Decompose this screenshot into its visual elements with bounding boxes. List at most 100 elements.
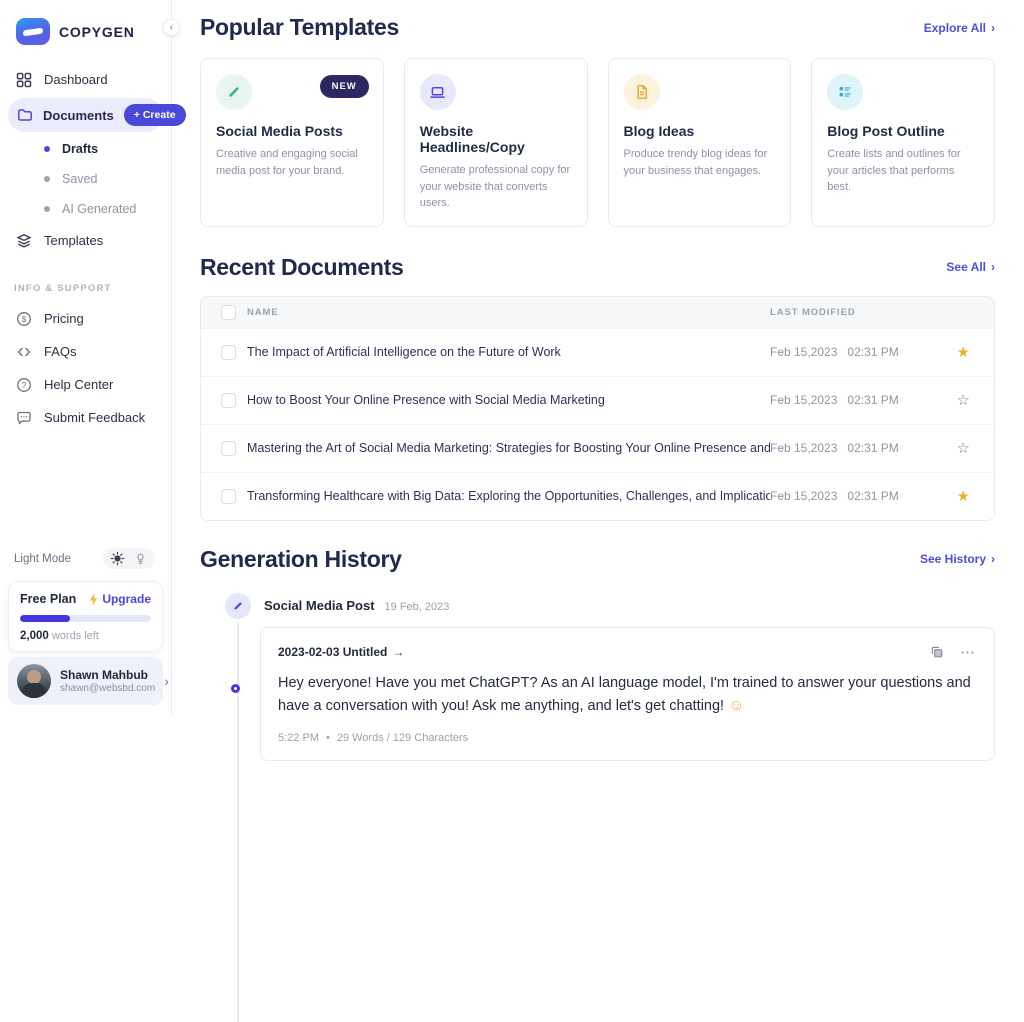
row-checkbox[interactable] <box>221 392 236 408</box>
entry-stats: 29 Words / 129 Characters <box>336 731 469 744</box>
user-avatar <box>17 664 51 698</box>
table-row[interactable]: How to Boost Your Online Presence with S… <box>201 375 994 424</box>
template-card-description: Produce trendy blog ideas for your busin… <box>623 148 768 177</box>
row-checkbox[interactable] <box>221 488 236 504</box>
template-card-title: Blog Ideas <box>623 123 695 139</box>
upgrade-button[interactable]: Upgrade <box>88 592 151 606</box>
table-row[interactable]: The Impact of Artificial Intelligence on… <box>201 327 994 376</box>
sidebar-item-documents[interactable]: Documents + Create <box>8 98 186 132</box>
table-row[interactable]: Mastering the Art of Social Media Market… <box>201 423 994 472</box>
sidebar-item-submit-feedback[interactable]: Submit Feedback <box>0 401 171 434</box>
sidebar-item-label: Dashboard <box>44 72 108 87</box>
folder-icon <box>17 107 33 123</box>
document-date: Feb 15,2023 <box>770 393 838 407</box>
recent-documents-title: Recent Documents <box>200 253 404 280</box>
document-date: Feb 15,2023 <box>770 345 838 359</box>
select-all-checkbox[interactable] <box>221 304 236 320</box>
document-name[interactable]: The Impact of Artificial Intelligence on… <box>247 345 561 359</box>
dark-mode-lamp-icon[interactable] <box>133 551 148 566</box>
sidebar-collapse-button[interactable]: ‹ <box>163 19 180 36</box>
star-icon[interactable]: ★ <box>956 487 970 505</box>
sidebar-item-label: Pricing <box>44 311 84 326</box>
layers-icon <box>16 232 33 249</box>
document-time: 02:31 PM <box>847 489 899 503</box>
dashboard-grid-icon <box>16 71 33 88</box>
star-icon[interactable]: ☆ <box>956 391 970 409</box>
see-all-link[interactable]: See All › <box>946 260 995 274</box>
sun-icon[interactable] <box>110 551 125 566</box>
feedback-bubble-icon <box>16 409 33 426</box>
sidebar-item-faqs[interactable]: FAQs <box>0 335 171 368</box>
generation-history-title: Generation History <box>200 545 402 572</box>
brand-name: COPYGEN <box>59 23 135 40</box>
user-email: shawn@websbd.com <box>60 683 156 695</box>
theme-mode-label: Light Mode <box>14 552 71 565</box>
words-progress-fill <box>20 615 70 622</box>
table-header: NAME LAST MODIFIED <box>201 296 994 328</box>
template-card-description: Create lists and outlines for your artic… <box>827 148 961 193</box>
sidebar-item-label: Help Center <box>44 377 114 392</box>
template-card-blog-post-outline[interactable]: Blog Post Outline Create lists and outli… <box>811 58 995 227</box>
template-card-description: Generate professional copy for your webs… <box>419 164 571 209</box>
chevron-right-icon: › <box>991 552 995 566</box>
sidebar-item-label: Documents <box>43 107 114 123</box>
history-entry-title[interactable]: 2023-02-03 Untitled <box>278 644 388 659</box>
dollar-circle-icon: $ <box>16 310 33 327</box>
pen-icon <box>216 74 252 110</box>
document-time: 02:31 PM <box>847 441 899 455</box>
template-cards: NEW Social Media Posts Creative and enga… <box>200 58 995 227</box>
sidebar-item-label: AI Generated <box>62 202 137 216</box>
document-date: Feb 15,2023 <box>770 489 838 503</box>
bullet-dot-icon <box>44 176 50 182</box>
sidebar-item-saved[interactable]: Saved <box>0 164 171 194</box>
sidebar: COPYGEN Dashboard Documents + Create Dra… <box>0 0 186 715</box>
svg-text:$: $ <box>22 315 27 324</box>
table-row[interactable]: Transforming Healthcare with Big Data: E… <box>201 471 994 520</box>
history-entry-card: 2023-02-03 Untitled → ⋯ Hey everyone! Ha… <box>260 626 995 761</box>
laptop-icon <box>419 74 456 110</box>
row-checkbox[interactable] <box>221 440 236 456</box>
template-card-title: Blog Post Outline <box>827 123 945 139</box>
star-icon[interactable]: ★ <box>956 343 970 361</box>
sidebar-item-label: FAQs <box>44 344 77 359</box>
template-card-title: Website Headlines/Copy <box>419 123 525 155</box>
sidebar-item-pricing[interactable]: $ Pricing <box>0 302 171 335</box>
timeline-line <box>237 621 239 1022</box>
history-entry-meta: 5:22 PM • 29 Words / 129 Characters <box>278 732 976 744</box>
main-content: Popular Templates Explore All › NEW Soci… <box>172 0 1024 1022</box>
document-name[interactable]: How to Boost Your Online Presence with S… <box>247 393 605 407</box>
template-card-description: Creative and engaging social media post … <box>216 148 358 177</box>
chevron-right-icon: › <box>991 260 995 274</box>
document-name[interactable]: Mastering the Art of Social Media Market… <box>247 441 770 455</box>
template-card-title: Social Media Posts <box>216 123 343 139</box>
sidebar-item-templates[interactable]: Templates <box>0 224 171 257</box>
template-card-social-media-posts[interactable]: NEW Social Media Posts Creative and enga… <box>200 58 384 227</box>
star-icon[interactable]: ☆ <box>956 439 970 457</box>
sidebar-item-help-center[interactable]: ? Help Center <box>0 368 171 401</box>
plan-card: Free Plan Upgrade 2,000 words left <box>8 581 163 652</box>
see-history-link[interactable]: See History › <box>919 552 995 566</box>
template-card-website-headlines[interactable]: Website Headlines/Copy Generate professi… <box>403 58 588 227</box>
document-name[interactable]: Transforming Healthcare with Big Data: E… <box>247 489 770 503</box>
create-button[interactable]: + Create <box>123 104 186 126</box>
row-checkbox[interactable] <box>221 344 236 360</box>
entry-time: 5:22 PM <box>278 731 319 744</box>
document-time: 02:31 PM <box>847 345 899 359</box>
more-options-icon[interactable]: ⋯ <box>960 643 976 661</box>
arrow-right-icon: → <box>392 644 405 659</box>
user-card[interactable]: Shawn Mahbub shawn@websbd.com › <box>8 657 169 705</box>
sidebar-item-drafts[interactable]: Drafts <box>0 134 171 164</box>
column-header-last-modified: LAST MODIFIED <box>770 306 856 318</box>
file-icon <box>623 74 660 110</box>
sidebar-item-ai-generated[interactable]: AI Generated <box>0 194 171 224</box>
copy-icon[interactable] <box>930 645 944 659</box>
explore-all-link[interactable]: Explore All › <box>923 20 995 35</box>
history-group-type: Social Media Post <box>264 597 375 613</box>
generation-history-timeline: Social Media Post 19 Feb, 2023 2023-02-0… <box>200 588 995 1022</box>
sidebar-item-dashboard[interactable]: Dashboard <box>0 63 171 96</box>
template-card-blog-ideas[interactable]: Blog Ideas Produce trendy blog ideas for… <box>607 58 792 227</box>
popular-templates-title: Popular Templates <box>200 14 399 40</box>
chevron-right-icon: › <box>164 673 169 689</box>
theme-toggle[interactable] <box>103 548 155 569</box>
brand: COPYGEN <box>0 14 171 63</box>
